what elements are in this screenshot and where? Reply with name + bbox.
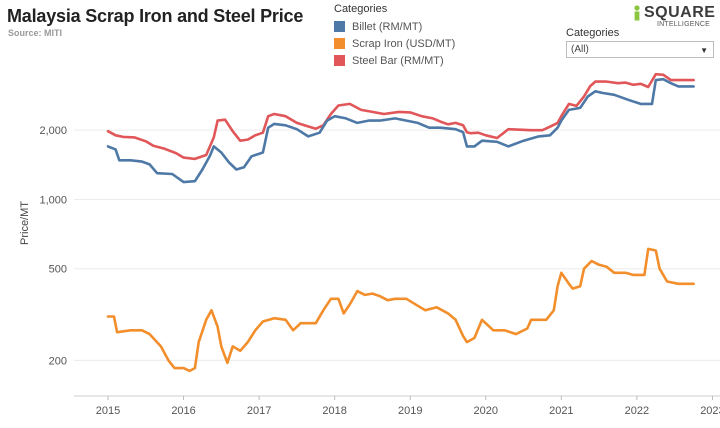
x-tick-label-2022: 2022 — [625, 405, 649, 417]
x-tick-label-2018: 2018 — [322, 405, 346, 417]
y-tick-label-1000: 1,000 — [39, 194, 67, 206]
gridlines — [74, 129, 720, 361]
series-line-steel-bar — [106, 72, 695, 161]
y-tick-label-200: 200 — [49, 355, 67, 367]
x-tick-label-2019: 2019 — [398, 405, 422, 417]
brand-name: SQUARE — [644, 4, 716, 21]
x-tick-label-2023: 2023 — [700, 405, 720, 417]
legend: Categories Billet (RM/MT) Scrap Iron (US… — [334, 3, 455, 69]
axes: 200 500 1,000 2,000 2015 2016 2017 2018 2019 2020… — [39, 125, 720, 417]
legend-label-steel-bar: Steel Bar (RM/MT) — [352, 54, 444, 67]
legend-item-billet[interactable]: Billet (RM/MT) — [334, 18, 455, 35]
filter-selected-value: (All) — [571, 44, 589, 55]
legend-swatch-scrap-iron — [334, 38, 345, 49]
legend-item-steel-bar[interactable]: Steel Bar (RM/MT) — [334, 52, 455, 69]
legend-item-scrap-iron[interactable]: Scrap Iron (USD/MT) — [334, 35, 455, 52]
x-tick-label-2017: 2017 — [247, 405, 271, 417]
x-tick-label-2020: 2020 — [474, 405, 498, 417]
series-line-scrap-iron — [106, 247, 695, 373]
series-line-billet — [106, 77, 695, 184]
brand-logo: SQUARE INTELLIGENCE — [630, 4, 716, 30]
legend-label-billet: Billet (RM/MT) — [352, 20, 423, 33]
y-axis-label: Price/MT — [19, 201, 31, 245]
chart-title: Malaysia Scrap Iron and Steel Price — [7, 6, 304, 26]
legend-title: Categories — [334, 3, 388, 15]
category-filter: Categories (All) ▼ — [566, 27, 714, 58]
legend-label-scrap-iron: Scrap Iron (USD/MT) — [352, 37, 456, 50]
x-tick-label-2021: 2021 — [549, 405, 573, 417]
y-tick-label-2000: 2,000 — [39, 125, 67, 137]
category-filter-dropdown[interactable]: (All) ▼ — [566, 41, 714, 58]
series-lines — [106, 72, 695, 373]
source-note: Source: MITI — [8, 28, 63, 38]
y-tick-label-500: 500 — [49, 264, 67, 276]
x-tick-label-2016: 2016 — [171, 405, 195, 417]
filter-title: Categories — [566, 27, 620, 39]
brand-tagline: INTELLIGENCE — [657, 21, 710, 28]
brand-mark-icon — [634, 5, 640, 21]
chevron-down-icon: ▼ — [700, 46, 708, 55]
legend-swatch-steel-bar — [334, 55, 345, 66]
legend-swatch-billet — [334, 21, 345, 32]
x-tick-label-2015: 2015 — [96, 405, 120, 417]
